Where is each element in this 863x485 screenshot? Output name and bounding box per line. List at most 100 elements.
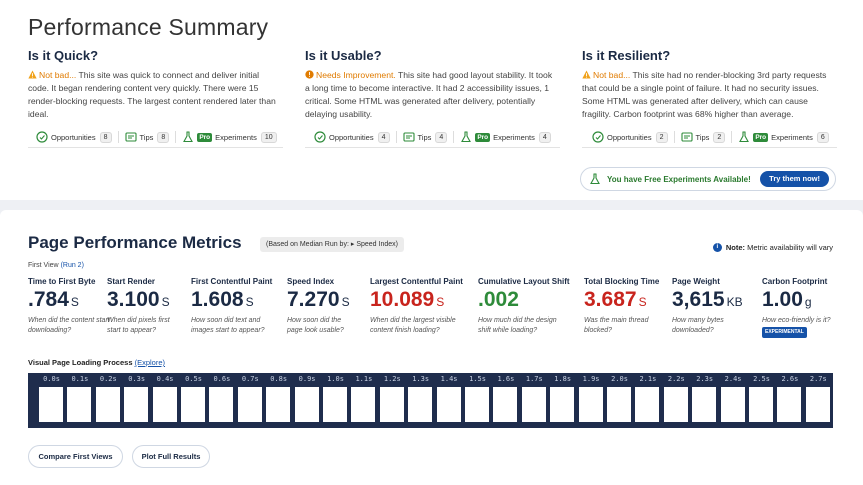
tips-link[interactable]: Tips 2 — [680, 131, 726, 143]
pro-badge: Pro — [753, 132, 769, 142]
metric-lcp: Largest Contentful Paint 10.089 S When di… — [370, 277, 466, 335]
tips-count: 2 — [713, 131, 726, 143]
filmstrip-frame[interactable]: 0.5s — [178, 373, 209, 428]
median-run-selector[interactable]: (Based on Median Run by: ▸ Speed Index) — [260, 237, 404, 252]
section-title: Page Performance Metrics — [28, 233, 242, 252]
opportunities-count: 2 — [655, 131, 668, 143]
metric-ttfb: Time to First Byte .784 S When did the co… — [28, 277, 114, 335]
tips-link[interactable]: Tips 4 — [402, 131, 448, 143]
frame-time: 0.0s — [43, 375, 60, 383]
filmstrip-frame[interactable]: 1.7s — [519, 373, 550, 428]
filmstrip-frame[interactable]: 0.2s — [93, 373, 124, 428]
divider — [453, 131, 455, 143]
metric-tbt: Total Blocking Time 3.687 S Was the main … — [584, 277, 660, 335]
visual-loading-heading: Visual Page Loading Process (Explore) — [28, 358, 165, 367]
metric-number: 3.100 — [107, 288, 160, 311]
try-them-now-button[interactable]: Try them now! — [760, 171, 829, 187]
metric-label: Cumulative Layout Shift — [478, 277, 570, 286]
metric-label: Time to First Byte — [28, 277, 96, 286]
filmstrip-frame[interactable]: 2.2s — [661, 373, 692, 428]
opportunities-link[interactable]: Opportunities 4 — [314, 131, 390, 143]
opportunities-link[interactable]: Opportunities 2 — [592, 131, 668, 143]
visual-loading-label: Visual Page Loading Process — [28, 358, 133, 367]
filmstrip-frame[interactable]: 0.0s — [36, 373, 67, 428]
metric-note: i Note: Metric availability will vary — [712, 243, 833, 252]
opportunities-icon — [592, 131, 604, 143]
frame-time: 2.6s — [781, 375, 799, 383]
opportunities-icon — [314, 131, 326, 143]
filmstrip-frame[interactable]: 1.3s — [405, 373, 436, 428]
frame-thumbnail — [465, 387, 489, 422]
frame-thumbnail — [805, 387, 830, 422]
opportunities-count: 4 — [377, 131, 390, 143]
filmstrip-frame[interactable]: 0.1s — [64, 373, 95, 428]
experiments-link[interactable]: Pro Experiments 6 — [738, 131, 829, 143]
status-text: Needs Improvement. — [316, 70, 396, 80]
tips-count: 4 — [435, 131, 448, 143]
filmstrip-frame[interactable]: 2.6s — [774, 373, 805, 428]
tips-link[interactable]: Tips 8 — [124, 131, 170, 143]
filmstrip-frame[interactable]: 0.7s — [235, 373, 266, 428]
metric-unit: g — [804, 295, 812, 309]
frame-time: 1.2s — [383, 375, 401, 383]
frame-time: 0.6s — [213, 375, 231, 383]
free-experiments-banner: You have Free Experiments Available! Try… — [580, 167, 836, 191]
frame-thumbnail — [237, 387, 262, 422]
filmstrip-frame[interactable]: 2.4s — [718, 373, 749, 428]
run-link[interactable]: (Run 2) — [60, 262, 84, 269]
filmstrip-frame[interactable]: 2.7s — [803, 373, 833, 428]
note-text: Metric availability will vary — [747, 243, 833, 252]
filmstrip-frame[interactable]: 0.6s — [206, 373, 237, 428]
filmstrip-frame[interactable]: 2.1s — [632, 373, 663, 428]
filmstrip-frame[interactable]: 1.5s — [462, 373, 493, 428]
filmstrip-frame[interactable]: 0.3s — [121, 373, 152, 428]
opportunities-count: 8 — [99, 131, 112, 143]
column-description: Not bad... This site was quick to connec… — [28, 69, 278, 121]
explore-link[interactable]: (Explore) — [134, 358, 166, 367]
experiments-link[interactable]: Pro Experiments 10 — [182, 131, 277, 143]
compare-first-views-button[interactable]: Compare First Views — [28, 445, 123, 468]
metric-description: How many bytes downloaded? — [672, 317, 724, 334]
tips-label: Tips — [417, 132, 432, 142]
tips-label: Tips — [695, 132, 710, 142]
filmstrip-frame[interactable]: 2.5s — [746, 373, 777, 428]
metric-description: When did the largest visible content fin… — [370, 317, 456, 334]
filmstrip-frame[interactable]: 0.8s — [263, 373, 294, 428]
filmstrip-frame[interactable]: 2.0s — [604, 373, 635, 428]
flask-icon — [461, 131, 472, 143]
filmstrip-frame[interactable]: 1.6s — [490, 373, 521, 428]
metric-value: 7.270 S — [287, 287, 357, 315]
metric-description: Was the main thread blocked? — [584, 317, 649, 334]
plot-full-results-button[interactable]: Plot Full Results — [132, 445, 210, 468]
filmstrip-frame[interactable]: 2.3s — [689, 373, 720, 428]
frame-time: 0.7s — [241, 375, 259, 383]
tips-icon — [402, 132, 415, 142]
filmstrip-frame[interactable]: 1.4s — [434, 373, 465, 428]
frame-thumbnail — [436, 387, 461, 422]
filmstrip-frame[interactable]: 1.8s — [547, 373, 578, 428]
divider — [731, 131, 733, 143]
metric-description: How soon did text and images start to ap… — [191, 317, 265, 334]
tips-icon — [124, 132, 137, 142]
status-text: Not bad... — [593, 70, 631, 80]
metric-description: When did pixels first start to appear? — [107, 317, 170, 334]
frame-time: 0.2s — [99, 375, 117, 383]
filmstrip-frame[interactable]: 0.4s — [150, 373, 181, 428]
filmstrip-frame[interactable]: 1.9s — [576, 373, 607, 428]
filmstrip[interactable]: 0.0s 0.1s 0.2s 0.3s 0.4s 0.5s 0.6s 0.7s 0.8s 0.9s… — [28, 373, 833, 428]
counters-resilient: Opportunities 2 Tips 2 Pro Experiments 6 — [592, 128, 835, 146]
frame-thumbnail — [209, 387, 234, 422]
metric-value: 3,615 KB — [672, 287, 743, 315]
opportunities-link[interactable]: Opportunities 8 — [36, 131, 112, 143]
experiments-count: 6 — [816, 131, 829, 143]
metric-unit: S — [161, 295, 170, 309]
filmstrip-frame[interactable]: 1.1s — [348, 373, 379, 428]
filmstrip-frame[interactable]: 1.0s — [320, 373, 351, 428]
filmstrip-frame[interactable]: 1.2s — [377, 373, 408, 428]
metric-number: 1.608 — [191, 288, 244, 311]
flask-icon — [590, 173, 600, 185]
experiments-link[interactable]: Pro Experiments 4 — [460, 131, 551, 143]
metric-value: 3.687 S — [584, 287, 660, 315]
experiments-label: Experiments — [215, 132, 257, 142]
filmstrip-frame[interactable]: 0.9s — [292, 373, 323, 428]
